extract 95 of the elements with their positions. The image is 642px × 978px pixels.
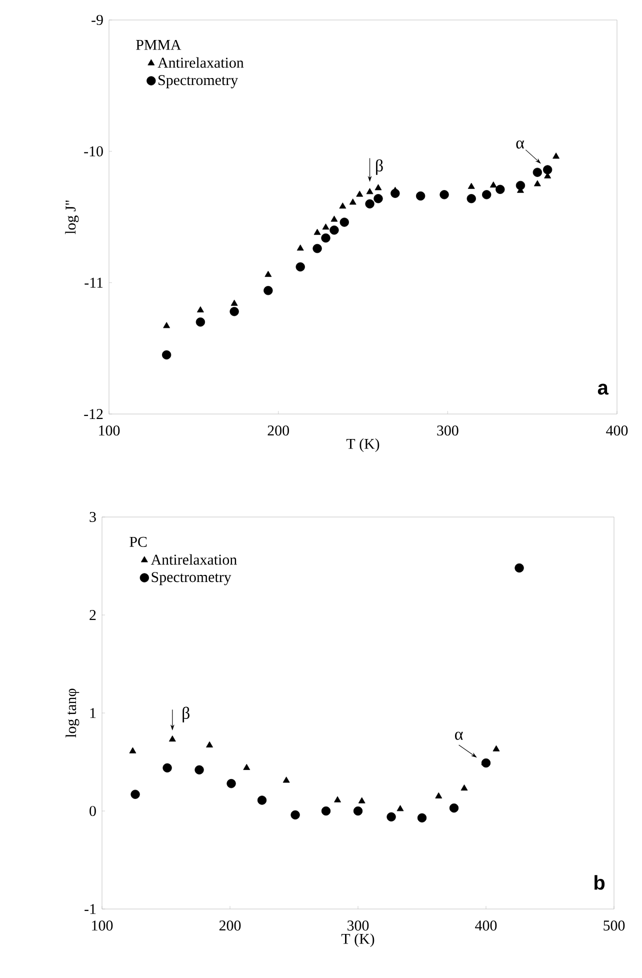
- x-tick-label: 300: [437, 425, 458, 436]
- point: [356, 190, 364, 197]
- point: [416, 191, 426, 201]
- point: [374, 194, 383, 204]
- point: [534, 180, 541, 186]
- legend-label: Antirelaxation: [158, 57, 244, 68]
- point: [196, 306, 204, 312]
- point: [396, 805, 404, 812]
- y-tick-label: 2: [90, 610, 96, 620]
- point: [435, 792, 442, 798]
- point: [468, 182, 475, 189]
- y-tick-label: -10: [84, 146, 103, 156]
- y-tick-label: 3: [90, 512, 96, 522]
- point: [386, 812, 396, 822]
- x-tick-label: 300: [348, 920, 369, 931]
- x-tick-label: 400: [475, 920, 497, 931]
- point: [353, 806, 363, 816]
- point: [516, 180, 526, 190]
- point: [282, 776, 290, 783]
- legend-title: PC: [130, 536, 147, 547]
- point: [312, 244, 322, 254]
- point: [264, 286, 273, 296]
- x-tick-label: 200: [268, 425, 289, 436]
- point: [481, 758, 491, 768]
- point: [230, 306, 239, 316]
- point: [492, 745, 500, 752]
- legend-label: Spectrometry: [158, 75, 238, 88]
- point: [466, 194, 476, 204]
- x-tick-label: 100: [99, 425, 120, 436]
- point: [162, 350, 172, 360]
- point: [542, 165, 552, 174]
- point: [490, 181, 497, 188]
- legend-label: Spectrometry: [152, 572, 232, 586]
- annotation: a: [598, 384, 609, 395]
- x-tick-label: 400: [606, 425, 628, 436]
- legend-title: PMMA: [136, 40, 182, 50]
- y-tick-label: -9: [92, 14, 103, 26]
- point: [417, 813, 427, 822]
- point: [243, 764, 250, 770]
- x-tick-label: 200: [219, 920, 241, 931]
- point: [340, 218, 349, 227]
- point: [330, 226, 339, 235]
- point: [163, 322, 170, 328]
- point: [206, 741, 213, 748]
- point: [440, 190, 449, 200]
- point: [460, 784, 468, 791]
- y-tick-label: 0: [90, 806, 96, 816]
- point: [334, 796, 341, 802]
- point: [194, 765, 204, 774]
- annotation: β: [182, 706, 190, 722]
- point: [321, 806, 331, 816]
- x-tick-label: 500: [604, 920, 625, 931]
- y-tick-label: -12: [84, 409, 103, 419]
- point: [196, 317, 206, 327]
- point: [374, 184, 382, 190]
- point: [130, 790, 140, 799]
- point: [449, 803, 459, 813]
- point: [296, 244, 304, 251]
- point: [322, 224, 330, 230]
- annotation: α: [455, 732, 463, 740]
- point: [532, 168, 542, 177]
- point: [339, 202, 346, 209]
- point: [330, 216, 338, 222]
- x-axis-title: T (K): [341, 933, 374, 947]
- point: [514, 563, 524, 573]
- point: [482, 190, 492, 200]
- point: [226, 778, 236, 788]
- y-axis-title: log J": [65, 200, 79, 234]
- point: [366, 188, 374, 194]
- point: [349, 198, 356, 205]
- legend-label: Antirelaxation: [150, 554, 237, 565]
- point: [129, 747, 136, 754]
- point: [264, 270, 272, 277]
- point: [390, 188, 400, 198]
- point: [496, 184, 505, 194]
- point: [230, 300, 238, 306]
- point: [321, 233, 330, 243]
- annotation: β: [376, 159, 383, 175]
- point: [290, 810, 300, 820]
- point: [162, 763, 172, 772]
- point: [257, 796, 267, 805]
- point: [314, 228, 321, 235]
- y-axis-title: log tanφ: [66, 688, 80, 738]
- annotation: b: [594, 875, 605, 890]
- point: [296, 262, 305, 272]
- y-tick-label: -1: [84, 904, 96, 914]
- y-tick-label: -11: [84, 278, 103, 288]
- y-tick-label: 1: [90, 708, 96, 718]
- annotation: α: [516, 140, 524, 149]
- point: [358, 797, 366, 804]
- x-tick-label: 100: [92, 920, 113, 931]
- point: [365, 199, 374, 208]
- point: [552, 152, 560, 159]
- x-axis-title: T (K): [346, 438, 380, 452]
- point: [168, 735, 176, 742]
